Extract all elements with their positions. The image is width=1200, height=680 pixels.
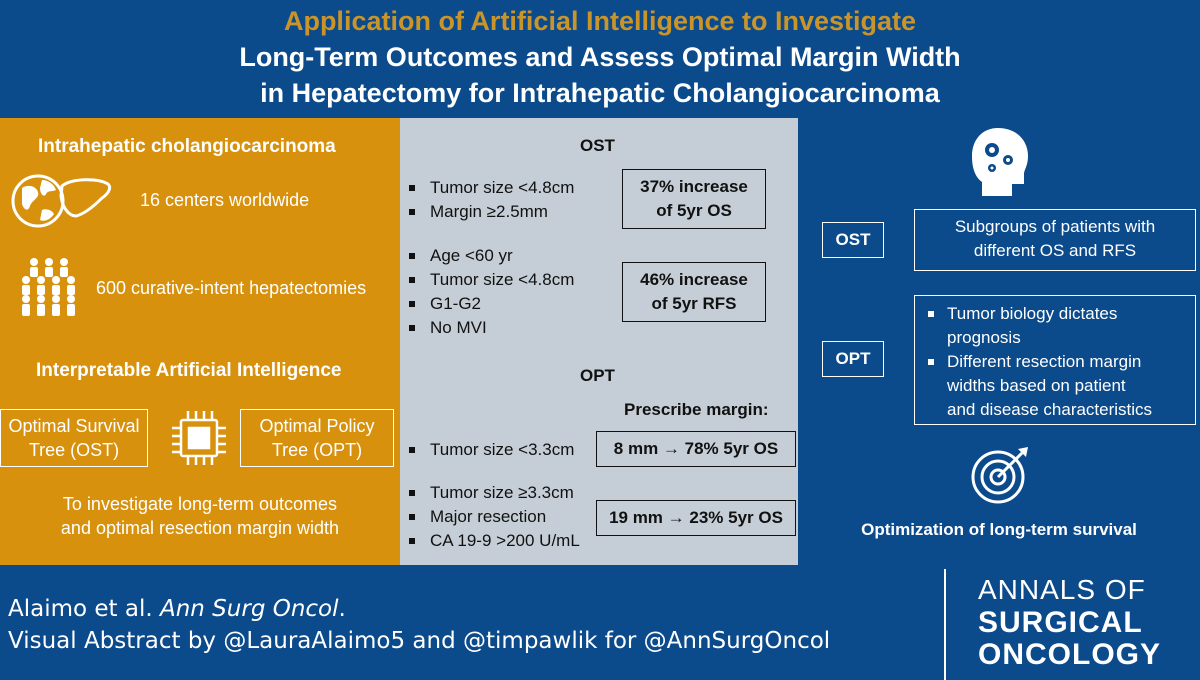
journal-logo <box>946 569 1200 680</box>
list-item: Tumor size <4.8cm <box>400 268 574 292</box>
results-panel: OST Tumor size <4.8cm Margin ≥2.5mm 37% … <box>400 118 798 565</box>
bullet-line: Tumor biology dictates <box>947 304 1118 323</box>
ost-os-result-line-1: 37% increase <box>640 177 748 196</box>
bullet-line: prognosis <box>947 328 1021 347</box>
ost-conclusion-line-2: different OS and RFS <box>973 241 1137 260</box>
ost-os-result-line-2: of 5yr OS <box>656 201 732 220</box>
ost-rfs-result-line-2: of 5yr RFS <box>651 294 737 313</box>
section-heading-icc: Intrahepatic cholangiocarcinoma <box>38 136 336 157</box>
opt-method-line-1: Optimal Policy <box>259 416 375 436</box>
opt-criteria-list-2: Tumor size ≥3.3cm Major resection CA 19-… <box>400 481 580 553</box>
ost-conclusion-box: Subgroups of patients with different OS … <box>914 209 1196 271</box>
ost-method-line-1: Optimal Survival <box>8 416 140 436</box>
ost-conclusion-line-1: Subgroups of patients with <box>954 217 1156 236</box>
opt-results-title: OPT <box>580 366 615 385</box>
target-icon <box>971 447 1028 504</box>
list-item: G1-G2 <box>400 292 574 316</box>
purpose-line-2: and optimal resection margin width <box>60 518 340 538</box>
opt-conclusion-list: Tumor biology dictates prognosis Differe… <box>915 302 1195 422</box>
conclusions-panel: OST Subgroups of patients with different… <box>798 118 1200 565</box>
logo-line-2: SURGICAL <box>978 606 1143 639</box>
citation: Alaimo et al. Ann Surg Oncol. <box>8 596 346 622</box>
ost-os-result-box: 37% increase of 5yr OS <box>622 169 766 229</box>
title-banner: Application of Artificial Intelligence t… <box>0 0 1200 118</box>
purpose-line-1: To investigate long-term outcomes <box>62 494 338 514</box>
bullet-line: widths based on patient <box>947 376 1126 395</box>
list-item: CA 19-9 >200 U/mL <box>400 529 580 553</box>
opt-method-line-2: Tree (OPT) <box>271 440 363 460</box>
list-item: Tumor biology dictates prognosis <box>915 302 1195 350</box>
brain-gears-icon <box>972 128 1028 196</box>
opt-method-box: Optimal Policy Tree (OPT) <box>240 409 394 467</box>
section-heading-ai: Interpretable Artificial Intelligence <box>36 360 342 381</box>
ost-criteria-list-1: Tumor size <4.8cm Margin ≥2.5mm <box>400 176 574 224</box>
list-item: Age <60 yr <box>400 244 574 268</box>
opt-criteria-list-1: Tumor size <3.3cm <box>400 438 574 462</box>
bullet-line: Different resection margin <box>947 352 1142 371</box>
centers-stat: 16 centers worldwide <box>140 190 310 210</box>
chip-icon <box>172 411 226 465</box>
list-item: Tumor size ≥3.3cm <box>400 481 580 505</box>
study-design-panel: Intrahepatic cholangiocarcinoma 16 cente… <box>0 118 400 565</box>
opt-margin-8mm-box: 8 mm → 78% 5yr OS <box>596 431 796 467</box>
study-purpose: To investigate long-term outcomes and op… <box>0 492 400 540</box>
prescribe-margin-label: Prescribe margin: <box>624 400 769 419</box>
list-item: Major resection <box>400 505 580 529</box>
hepatectomies-stat: 600 curative-intent hepatectomies <box>96 278 367 298</box>
title-line-3: in Hepatectomy for Intrahepatic Cholangi… <box>260 78 940 108</box>
opt-conclusion-box: Tumor biology dictates prognosis Differe… <box>914 295 1196 425</box>
ost-criteria-list-2: Age <60 yr Tumor size <4.8cm G1-G2 No MV… <box>400 244 574 340</box>
logo-line-3: ONCOLOGY <box>978 638 1162 671</box>
citation-authors: Alaimo et al. <box>8 596 160 622</box>
ost-method-box: Optimal Survival Tree (OST) <box>0 409 148 467</box>
people-group-icon <box>22 258 75 316</box>
title-line-2: Long-Term Outcomes and Assess Optimal Ma… <box>239 42 961 72</box>
citation-journal: Ann Surg Oncol <box>159 596 339 622</box>
title-line-1: Application of Artificial Intelligence t… <box>283 6 917 36</box>
conclusion-caption: Optimization of long-term survival <box>861 520 1137 539</box>
list-item: Different resection margin widths based … <box>915 350 1195 422</box>
bullet-line: and disease characteristics <box>947 400 1153 419</box>
ost-results-title: OST <box>580 136 615 155</box>
ost-rfs-result-line-1: 46% increase <box>640 270 748 289</box>
opt-margin-19mm-box: 19 mm → 23% 5yr OS <box>596 500 796 536</box>
citation-end: . <box>338 596 346 622</box>
list-item: Tumor size <3.3cm <box>400 438 574 462</box>
visual-abstract-credit: Visual Abstract by @LauraAlaimo5 and @ti… <box>8 628 831 654</box>
ost-label: OST <box>822 222 884 258</box>
list-item: Tumor size <4.8cm <box>400 176 574 200</box>
ost-rfs-result-box: 46% increase of 5yr RFS <box>622 262 766 322</box>
logo-line-1: ANNALS OF <box>978 574 1146 605</box>
liver-icon <box>59 178 112 218</box>
list-item: No MVI <box>400 316 574 340</box>
ost-method-line-2: Tree (OST) <box>28 440 120 460</box>
opt-label: OPT <box>822 341 884 377</box>
list-item: Margin ≥2.5mm <box>400 200 574 224</box>
